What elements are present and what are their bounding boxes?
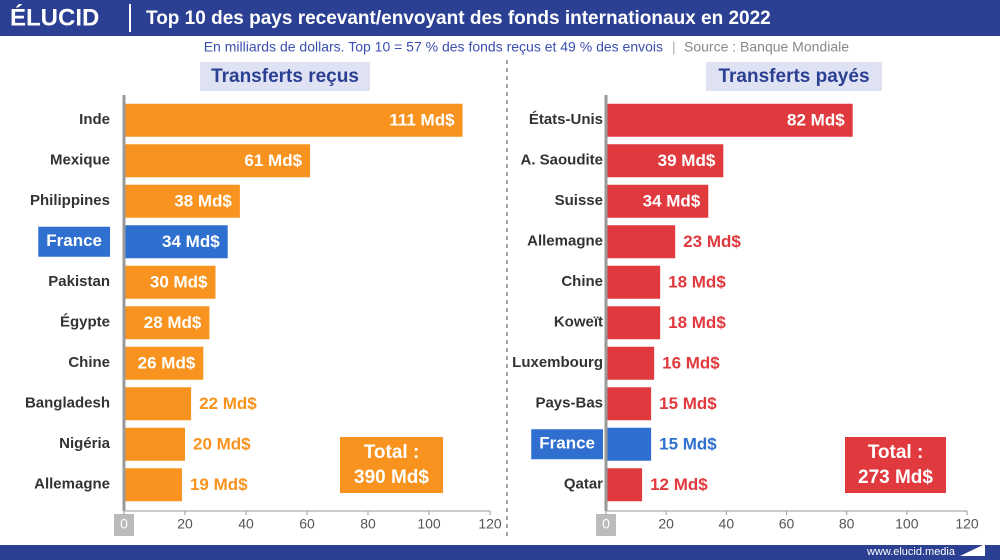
logo: ÉLUCID <box>10 3 99 31</box>
bar <box>124 468 182 502</box>
value-label: 34 Md$ <box>643 192 701 211</box>
bar <box>124 427 185 461</box>
bar <box>606 387 652 421</box>
category-label: Inde <box>79 111 110 128</box>
total-box <box>845 437 946 493</box>
x-tick-label: 0 <box>602 516 610 532</box>
category-label: A. Saoudite <box>520 152 603 169</box>
x-tick-label: 40 <box>719 516 735 532</box>
category-label: Suisse <box>555 192 603 209</box>
value-label: 39 Md$ <box>658 151 716 170</box>
header-bar <box>0 0 1000 36</box>
category-label: Bangladesh <box>25 395 110 412</box>
value-label: 18 Md$ <box>668 273 726 292</box>
value-label: 22 Md$ <box>199 394 257 413</box>
category-label: Nigéria <box>59 435 111 452</box>
total-text: Total : <box>868 442 924 463</box>
category-label: Koweït <box>554 314 603 331</box>
category-label: Égypte <box>60 314 110 331</box>
subtitle: En milliards de dollars. Top 10 = 57 % d… <box>204 39 663 55</box>
bar <box>124 103 463 137</box>
bar <box>606 144 724 178</box>
category-label: Chine <box>561 273 603 290</box>
bar <box>606 468 643 502</box>
category-label: France <box>539 434 595 453</box>
value-label: 15 Md$ <box>659 435 717 454</box>
value-label: 18 Md$ <box>668 313 726 332</box>
x-tick-label: 120 <box>955 516 979 532</box>
value-label: 16 Md$ <box>662 354 720 373</box>
x-tick-label: 80 <box>839 516 855 532</box>
footer-bar <box>0 545 1000 560</box>
x-tick-label: 60 <box>779 516 795 532</box>
total-text: Total : <box>364 442 420 463</box>
title: Top 10 des pays recevant/envoyant des fo… <box>146 8 771 29</box>
value-label: 30 Md$ <box>150 273 208 292</box>
bar <box>124 225 228 259</box>
panel-title: Transferts payés <box>718 66 869 87</box>
bar <box>606 103 853 137</box>
bar <box>606 225 676 259</box>
category-highlight <box>531 429 603 460</box>
bar <box>606 346 655 380</box>
category-label: Qatar <box>564 476 603 493</box>
category-label: Chine <box>68 354 110 371</box>
footer-url: www.elucid.media <box>866 546 956 558</box>
category-label: Mexique <box>50 152 110 169</box>
category-label: Pays-Bas <box>535 395 603 412</box>
bar <box>606 427 652 461</box>
category-label: Philippines <box>30 192 110 209</box>
category-label: France <box>46 231 102 250</box>
value-label: 61 Md$ <box>244 151 302 170</box>
category-label: Allemagne <box>527 233 603 250</box>
category-label: Allemagne <box>34 476 110 493</box>
category-label: Pakistan <box>48 273 110 290</box>
bar <box>124 184 240 218</box>
bar <box>124 265 216 299</box>
total-text: 390 Md$ <box>354 467 429 488</box>
footer-logo-mark <box>960 544 985 556</box>
x-tick-label: 80 <box>360 516 376 532</box>
bar <box>124 346 204 380</box>
value-label: 34 Md$ <box>162 232 220 251</box>
bar <box>124 144 311 178</box>
source-separator: | <box>672 39 676 55</box>
x-tick-label: 20 <box>177 516 193 532</box>
bar <box>606 184 709 218</box>
value-label: 26 Md$ <box>138 354 196 373</box>
value-label: 28 Md$ <box>144 313 202 332</box>
x-tick-label: 20 <box>658 516 674 532</box>
value-label: 19 Md$ <box>190 475 248 494</box>
panel-title-box <box>706 62 882 91</box>
source: Source : Banque Mondiale <box>684 39 849 55</box>
x-tick-label: 100 <box>417 516 441 532</box>
category-label: Luxembourg <box>512 354 603 371</box>
value-label: 23 Md$ <box>683 232 741 251</box>
total-box <box>340 437 443 493</box>
total-text: 273 Md$ <box>858 467 933 488</box>
bar <box>124 387 192 421</box>
x-tick-label: 100 <box>895 516 919 532</box>
value-label: 82 Md$ <box>787 111 845 130</box>
value-label: 20 Md$ <box>193 435 251 454</box>
category-label: États-Unis <box>529 111 603 128</box>
zero-tick-box <box>596 514 616 536</box>
x-tick-label: 40 <box>238 516 254 532</box>
category-highlight <box>38 226 110 257</box>
value-label: 15 Md$ <box>659 394 717 413</box>
value-label: 38 Md$ <box>174 192 232 211</box>
x-tick-label: 60 <box>299 516 315 532</box>
panel-title: Transferts reçus <box>211 66 359 87</box>
bar <box>124 306 210 340</box>
x-tick-label: 120 <box>478 516 502 532</box>
bar <box>606 306 661 340</box>
panel-title-box <box>200 62 370 91</box>
bar <box>606 265 661 299</box>
value-label: 111 Md$ <box>389 111 455 130</box>
value-label: 12 Md$ <box>650 475 708 494</box>
zero-tick-box <box>114 514 134 536</box>
x-tick-label: 0 <box>120 516 128 532</box>
